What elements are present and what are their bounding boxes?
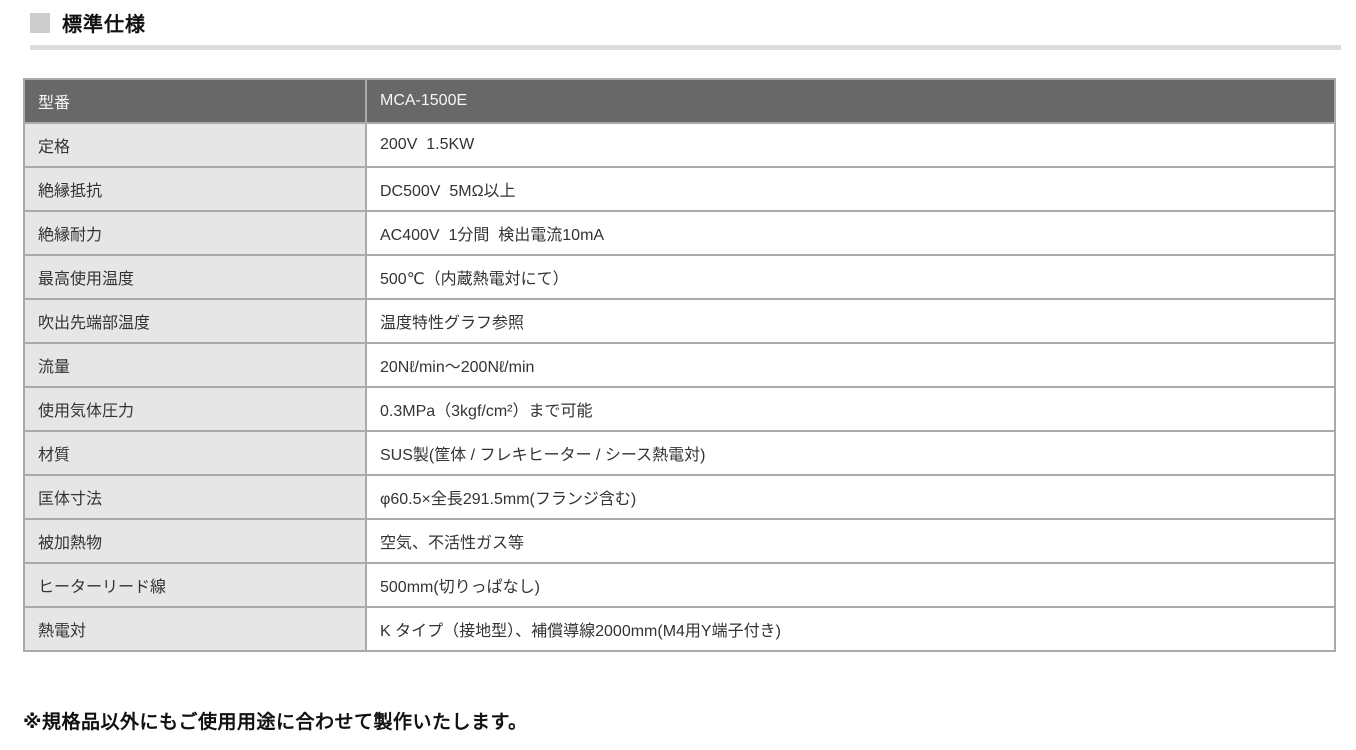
table-row: 使用気体圧力 0.3MPa（3kgf/cm²）まで可能 [23, 386, 1336, 432]
spec-label: 吹出先端部温度 [23, 298, 367, 344]
table-row: 吹出先端部温度 温度特性グラフ参照 [23, 298, 1336, 344]
table-row: 絶縁耐力 AC400V 1分間 検出電流10mA [23, 210, 1336, 256]
spec-value: 500℃（内蔵熱電対にて） [365, 254, 1336, 300]
spec-label: 被加熱物 [23, 518, 367, 564]
spec-label: 定格 [23, 122, 367, 168]
spec-value: K タイプ（接地型）、補償導線2000mm(M4用Y端子付き) [365, 606, 1336, 652]
spec-value: φ60.5×全長291.5mm(フランジ含む) [365, 474, 1336, 520]
spec-value: 0.3MPa（3kgf/cm²）まで可能 [365, 386, 1336, 432]
table-row: 材質 SUS製(筐体 / フレキヒーター / シース熱電対) [23, 430, 1336, 476]
spec-label: 最高使用温度 [23, 254, 367, 300]
section-header: 標準仕様 [30, 8, 146, 37]
spec-label: 匡体寸法 [23, 474, 367, 520]
spec-value: 200V 1.5KW [365, 122, 1336, 168]
spec-value: 20Nℓ/min～200Nℓ/min [365, 342, 1336, 388]
spec-value: AC400V 1分間 検出電流10mA [365, 210, 1336, 256]
table-row: ヒーターリード線 500mm(切りっぱなし) [23, 562, 1336, 608]
section-bullet-square-icon [30, 12, 50, 33]
table-row: 定格 200V 1.5KW [23, 122, 1336, 168]
spec-value: DC500V 5MΩ以上 [365, 166, 1336, 212]
spec-label: 流量 [23, 342, 367, 388]
table-row: 流量 20Nℓ/min～200Nℓ/min [23, 342, 1336, 388]
spec-label: 材質 [23, 430, 367, 476]
page-title: 標準仕様 [62, 14, 146, 36]
spec-label: 絶縁耐力 [23, 210, 367, 256]
model-number-label: 型番 [23, 78, 367, 124]
table-row: 熱電対 K タイプ（接地型）、補償導線2000mm(M4用Y端子付き) [23, 606, 1336, 652]
spec-label: ヒーターリード線 [23, 562, 367, 608]
spec-label: 熱電対 [23, 606, 367, 652]
spec-table-body: 定格 200V 1.5KW 絶縁抵抗 DC500V 5MΩ以上 絶縁耐力 AC400V 1… [23, 122, 1336, 652]
footnote: ※規格品以外にもご使用用途に合わせて製作いたします。 [23, 712, 528, 733]
spec-value: SUS製(筐体 / フレキヒーター / シース熱電対) [365, 430, 1336, 476]
spec-label: 絶縁抵抗 [23, 166, 367, 212]
table-row: 匡体寸法 φ60.5×全長291.5mm(フランジ含む) [23, 474, 1336, 520]
spec-value: 500mm(切りっぱなし) [365, 562, 1336, 608]
table-row: 最高使用温度 500℃（内蔵熱電対にて） [23, 254, 1336, 300]
spec-table: 型番 MCA-1500E 定格 200V 1.5KW 絶縁抵抗 DC500V 5MΩ以… [23, 78, 1336, 652]
table-row: 被加熱物 空気、不活性ガス等 [23, 518, 1336, 564]
model-number-value: MCA-1500E [365, 78, 1336, 124]
title-divider [30, 45, 1341, 50]
spec-value: 空気、不活性ガス等 [365, 518, 1336, 564]
table-header-row: 型番 MCA-1500E [23, 78, 1336, 124]
spec-value: 温度特性グラフ参照 [365, 298, 1336, 344]
table-row: 絶縁抵抗 DC500V 5MΩ以上 [23, 166, 1336, 212]
spec-label: 使用気体圧力 [23, 386, 367, 432]
